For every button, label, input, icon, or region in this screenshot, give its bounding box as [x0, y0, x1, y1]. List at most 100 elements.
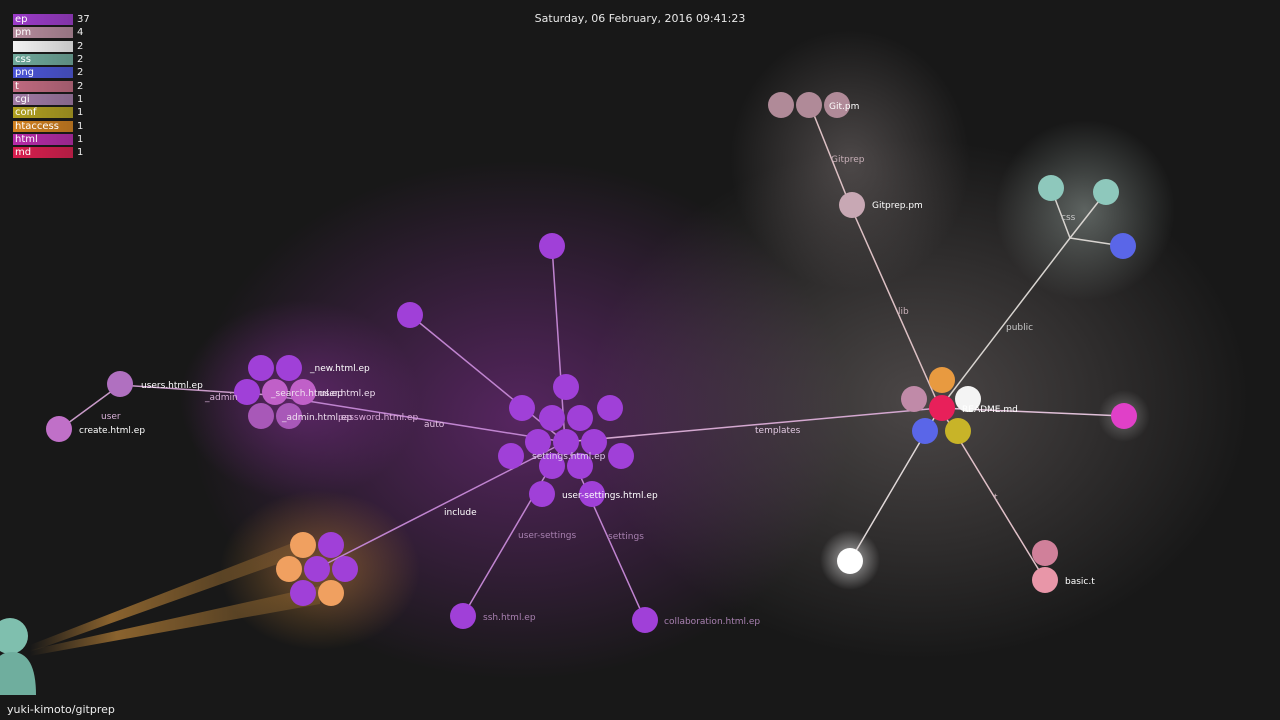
user-beams — [30, 540, 320, 656]
label-lib-dir: lib — [898, 307, 909, 317]
legend-swatch: html — [13, 133, 73, 145]
file-node — [290, 532, 316, 558]
legend-extension: htaccess — [15, 120, 59, 132]
legend-count: 2 — [77, 67, 84, 79]
file-node — [539, 405, 565, 431]
label-templates-dir: templates — [755, 426, 801, 436]
label-readme: README.md — [962, 405, 1018, 415]
label-search-html: _search.html.ep — [270, 389, 343, 399]
label-new-html: _new.html.ep — [309, 364, 370, 374]
file-node — [262, 379, 288, 405]
legend-extension: pm — [15, 27, 32, 39]
label-public-dir: public — [1006, 323, 1033, 333]
label-gitprep-pm: Gitprep.pm — [872, 201, 923, 211]
file-node — [608, 443, 634, 469]
legend-swatch: png — [13, 67, 73, 79]
label-settings-html: settings.html.ep — [532, 452, 606, 462]
legend-row: cgi 1 — [13, 93, 90, 106]
label-basic-t: basic.t — [1065, 577, 1095, 587]
file-node — [929, 395, 955, 421]
node-labels: Git.pm Gitprep Gitprep.pm css lib public… — [79, 102, 1095, 627]
legend-extension: ep — [15, 14, 28, 26]
file-node — [529, 481, 555, 507]
legend-swatch: htaccess — [13, 120, 73, 132]
legend-swatch: pm — [13, 27, 73, 39]
file-node — [276, 556, 302, 582]
legend-count: 1 — [77, 147, 84, 159]
label-ssh-html: ssh.html.ep — [483, 613, 536, 623]
file-node — [912, 418, 938, 444]
file-node — [539, 233, 565, 259]
file-type-legend: ep 37 pm 4 2 css 2 png 2 t 2 cgi 1 conf 1 htaccess 1 html… — [13, 13, 90, 159]
file-node — [553, 429, 579, 455]
file-node — [498, 443, 524, 469]
glow-layer — [180, 30, 1250, 680]
file-node — [597, 395, 623, 421]
file-node — [248, 403, 274, 429]
repository-name: yuki-kimoto/gitprep — [7, 703, 115, 716]
label-include-dir: include — [444, 508, 477, 518]
label-user-settings-html: user-settings.html.ep — [562, 491, 658, 501]
label-users-html: users.html.ep — [141, 381, 203, 391]
label-admin-html: _admin.html.ep — [281, 413, 352, 423]
legend-extension: png — [15, 67, 35, 79]
legend-swatch: t — [13, 80, 73, 92]
legend-row: ep 37 — [13, 13, 90, 26]
legend-extension: conf — [15, 107, 37, 119]
label-css-dir: css — [1061, 213, 1076, 223]
file-node — [579, 481, 605, 507]
legend-count: 2 — [77, 80, 84, 92]
file-node — [318, 532, 344, 558]
file-node — [567, 405, 593, 431]
file-node — [290, 580, 316, 606]
file-nodes — [46, 92, 1137, 633]
legend-count: 1 — [77, 133, 84, 145]
legend-extension: md — [15, 147, 32, 159]
legend-swatch: ep — [13, 14, 73, 26]
file-node — [234, 379, 260, 405]
legend-count: 4 — [77, 27, 84, 39]
file-node — [525, 429, 551, 455]
label-t-dir: t — [994, 493, 998, 503]
legend-row: html 1 — [13, 133, 90, 146]
legend-row: 2 — [13, 40, 90, 53]
legend-row: png 2 — [13, 66, 90, 79]
legend-swatch: md — [13, 147, 73, 159]
file-node — [276, 403, 302, 429]
legend-extension: css — [15, 54, 31, 66]
file-node — [332, 556, 358, 582]
legend-count: 2 — [77, 54, 84, 66]
label-git-pm: Git.pm — [829, 102, 859, 112]
legend-row: conf 1 — [13, 106, 90, 119]
file-node — [304, 556, 330, 582]
label-collaboration-html: collaboration.html.ep — [664, 617, 760, 627]
legend-count: 37 — [77, 14, 90, 26]
label-gitprep-dir: Gitprep — [831, 155, 865, 165]
legend-swatch: conf — [13, 107, 73, 119]
file-node — [945, 418, 971, 444]
legend-swatch: cgi — [13, 93, 73, 105]
label-auto-dir: auto — [424, 420, 445, 430]
file-node — [901, 386, 927, 412]
legend-extension: t — [15, 80, 19, 92]
user-avatar — [0, 618, 36, 695]
label-settings-dir: settings — [608, 532, 644, 542]
file-node — [553, 374, 579, 400]
legend-swatch — [13, 40, 73, 52]
legend-count: 1 — [77, 120, 84, 132]
file-node — [539, 453, 565, 479]
file-node — [824, 92, 850, 118]
file-node — [1093, 179, 1119, 205]
file-node — [46, 416, 72, 442]
legend-row: css 2 — [13, 53, 90, 66]
file-node — [929, 367, 955, 393]
file-node — [509, 395, 535, 421]
file-node — [1032, 567, 1058, 593]
file-node — [1111, 403, 1137, 429]
commit-datetime: Saturday, 06 February, 2016 09:41:23 — [534, 12, 746, 25]
file-node — [1038, 175, 1064, 201]
file-node — [397, 302, 423, 328]
file-node — [768, 92, 794, 118]
